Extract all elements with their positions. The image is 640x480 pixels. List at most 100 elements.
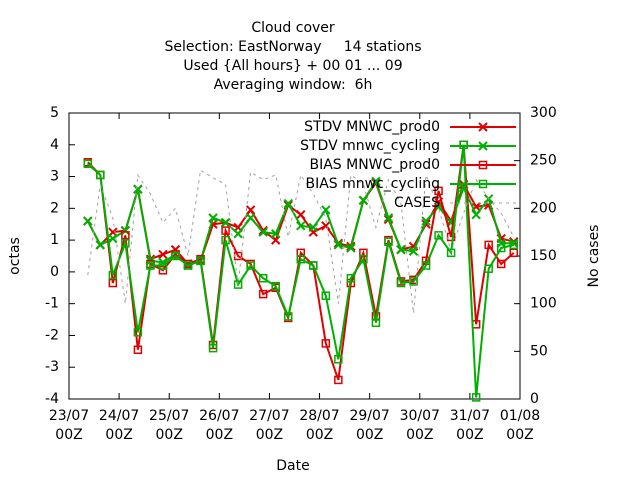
marker	[421, 261, 431, 270]
marker	[221, 235, 230, 245]
marker	[220, 217, 231, 228]
marker	[283, 198, 293, 209]
marker	[478, 179, 488, 189]
marker	[258, 227, 268, 237]
marker	[496, 238, 506, 248]
marker	[384, 237, 393, 246]
x-tick-label: 29/07 00Z	[349, 408, 390, 443]
marker	[208, 213, 218, 223]
marker	[421, 216, 431, 226]
marker	[471, 393, 481, 402]
y-tick-label: -2	[45, 327, 59, 343]
marker	[158, 266, 168, 275]
title-line: Used {All hours} + 00 01 ... 09	[183, 58, 402, 74]
marker	[471, 209, 481, 220]
y-axis-label: octas	[7, 237, 23, 275]
marker	[120, 225, 131, 236]
marker	[83, 159, 93, 169]
marker	[121, 239, 130, 248]
series-line	[87, 144, 514, 398]
marker	[321, 205, 331, 215]
marker	[221, 226, 230, 235]
x-tick-label: 25/07 00Z	[149, 408, 190, 443]
title-line: Selection: EastNorway 14 stations	[165, 39, 422, 55]
marker	[308, 222, 318, 233]
series-line	[87, 169, 515, 314]
title-line: Averaging window: 6h	[214, 77, 373, 93]
x-axis-label: Date	[276, 458, 309, 474]
marker	[396, 244, 406, 255]
marker	[383, 213, 394, 223]
marker	[484, 240, 493, 250]
title-line: Cloud cover	[251, 20, 335, 36]
x-tick-label: 24/07 00Z	[98, 408, 140, 443]
marker	[321, 339, 331, 348]
marker	[208, 343, 218, 353]
marker	[446, 232, 456, 242]
y-tick-label: 0	[50, 264, 59, 280]
marker	[133, 328, 143, 337]
marker	[509, 240, 518, 250]
marker	[371, 318, 381, 327]
marker	[158, 249, 168, 260]
marker	[271, 229, 281, 239]
x-tick-label: 26/07 00Z	[199, 408, 240, 443]
marker	[108, 270, 118, 280]
x-tick-label: 23/07 00Z	[48, 408, 90, 443]
marker	[434, 231, 443, 240]
marker	[346, 273, 356, 283]
y2-axis-label: No cases	[586, 225, 602, 288]
y2-tick-label: 0	[530, 391, 539, 407]
marker	[283, 312, 293, 321]
marker	[484, 264, 493, 273]
marker	[108, 278, 118, 288]
marker	[321, 291, 331, 300]
marker	[258, 289, 268, 299]
legend-label: CASES	[394, 195, 440, 211]
y2-tick-label: 250	[530, 153, 557, 169]
marker	[509, 248, 518, 258]
y-tick-label: -3	[45, 359, 59, 375]
marker	[146, 261, 155, 270]
marker	[271, 281, 280, 291]
y-tick-label: -4	[45, 391, 59, 407]
x-tick-label: 01/08 00Z	[499, 408, 541, 443]
marker	[334, 375, 343, 385]
marker	[478, 160, 488, 170]
y-tick-label: 4	[50, 137, 59, 153]
y-tick-label: 2	[50, 200, 59, 216]
marker	[121, 231, 130, 240]
marker	[396, 278, 406, 288]
legend-label: BIAS mnwc_cycling	[305, 176, 440, 192]
marker	[158, 261, 168, 270]
marker	[233, 280, 243, 289]
marker	[258, 273, 268, 283]
marker	[496, 243, 506, 253]
y2-tick-label: 100	[530, 296, 557, 312]
marker	[245, 213, 256, 223]
marker	[334, 355, 343, 364]
marker	[245, 205, 256, 215]
marker	[83, 216, 93, 226]
y-tick-label: 1	[50, 232, 59, 248]
marker	[296, 209, 306, 220]
legend-label: STDV MNWC_prod0	[304, 119, 440, 135]
y-tick-label: 5	[50, 105, 59, 121]
marker	[196, 256, 205, 266]
marker	[171, 251, 180, 261]
marker	[496, 259, 506, 269]
marker	[478, 141, 488, 151]
marker	[309, 261, 318, 270]
y2-tick-label: 300	[530, 105, 557, 121]
marker	[359, 254, 368, 264]
y2-tick-label: 200	[530, 200, 557, 216]
marker	[434, 186, 443, 196]
marker	[321, 221, 331, 231]
y-tick-label: 3	[50, 169, 59, 185]
marker	[183, 261, 193, 270]
marker	[296, 221, 306, 231]
marker	[408, 246, 419, 256]
marker	[346, 243, 356, 253]
